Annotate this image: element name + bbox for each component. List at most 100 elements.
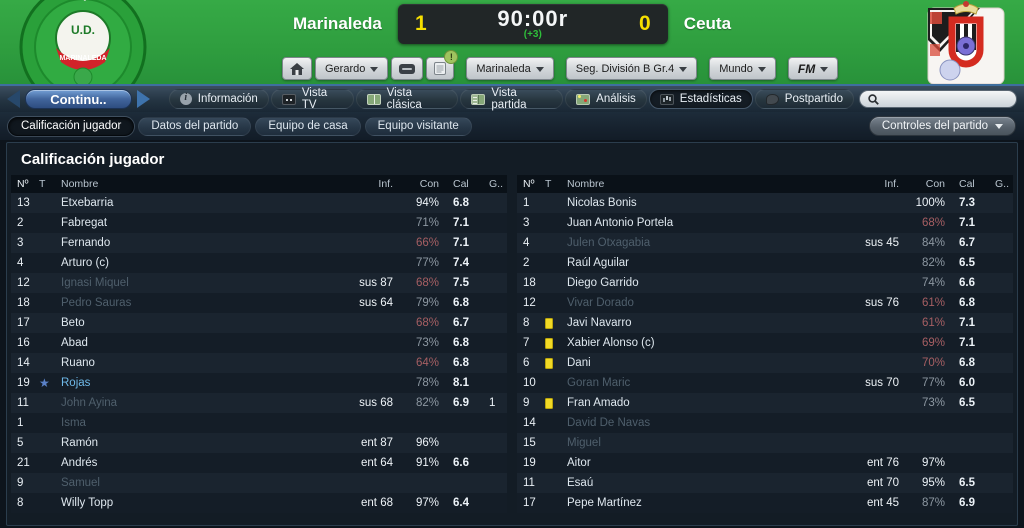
fm-menu-button[interactable]: FM — [787, 57, 839, 80]
table-row[interactable]: 17 Beto 68% 6.7 — [11, 313, 507, 333]
subtab[interactable]: Equipo de casa — [255, 116, 361, 136]
table-row[interactable]: 6 Dani 70% 6.8 — [517, 353, 1013, 373]
col-num[interactable]: Nº — [523, 178, 535, 190]
col-g[interactable]: G.. — [489, 178, 504, 190]
table-row[interactable]: 14 David De Navas — [517, 413, 1013, 433]
col-cal[interactable]: Cal — [453, 178, 469, 190]
subtab[interactable]: Datos del partido — [138, 116, 252, 136]
table-row[interactable]: 15 Miguel — [517, 433, 1013, 453]
col-con[interactable]: Con — [925, 178, 945, 190]
table-row[interactable]: 18 Pedro Sauras sus 64 79% 6.8 — [11, 293, 507, 313]
table-row[interactable]: 11 John Ayina sus 68 82% 6.9 1 — [11, 393, 507, 413]
table-row[interactable]: 19 ★ Rojas 78% 8.1 — [11, 373, 507, 393]
home-team-table: Nº T Nombre Inf. Con Cal G.. 13 Etxebarri… — [11, 175, 507, 513]
player-name: David De Navas — [567, 417, 651, 429]
sub-info: ent 68 — [361, 497, 393, 509]
table-row[interactable]: 8 Willy Topp ent 68 97% 6.4 — [11, 493, 507, 513]
tab-whistle[interactable]: Postpartido — [754, 89, 854, 109]
home-team-name[interactable]: Marinaleda — [292, 14, 382, 33]
table-row[interactable]: 4 Julen Otxagabia sus 45 84% 6.7 — [517, 233, 1013, 253]
condition: 94% — [415, 197, 439, 209]
search-box[interactable] — [859, 90, 1017, 108]
rating: 6.4 — [453, 497, 469, 509]
table-row[interactable]: 5 Ramón ent 87 96% — [11, 433, 507, 453]
inbox-button[interactable] — [391, 57, 424, 80]
away-club-badge[interactable] — [910, 0, 1018, 84]
home-club-badge[interactable]: U.D. MARINALEDA — [18, 0, 148, 84]
manager-button[interactable]: Gerardo — [315, 57, 389, 80]
player-number: 12 — [523, 297, 536, 309]
search-input[interactable] — [884, 93, 1008, 105]
notes-button[interactable]: ! — [426, 50, 459, 80]
tab-analysis[interactable]: Análisis — [565, 89, 647, 109]
back-chevron-icon[interactable] — [7, 90, 20, 108]
col-inf[interactable]: Inf. — [884, 178, 899, 190]
league-dropdown[interactable]: Seg. División B Gr.4 — [565, 57, 698, 80]
club-dropdown[interactable]: Marinaleda — [466, 57, 554, 80]
table-row[interactable]: 11 Esaú ent 70 95% 6.5 — [517, 473, 1013, 493]
tab-split[interactable]: Vista partida — [460, 87, 564, 111]
tab-info[interactable]: Información — [168, 89, 269, 109]
col-t[interactable]: T — [39, 178, 46, 190]
forward-chevron-icon[interactable] — [136, 90, 150, 108]
col-t[interactable]: T — [545, 178, 552, 190]
rating: 6.8 — [959, 297, 975, 309]
table-row[interactable]: 8 Javi Navarro 61% 7.1 — [517, 313, 1013, 333]
table-row[interactable]: 9 Fran Amado 73% 6.5 — [517, 393, 1013, 413]
player-number: 9 — [523, 397, 530, 409]
stats-icon — [659, 93, 674, 105]
table-row[interactable]: 19 Aitor ent 76 97% — [517, 453, 1013, 473]
table-row[interactable]: 21 Andrés ent 64 91% 6.6 — [11, 453, 507, 473]
col-num[interactable]: Nº — [17, 178, 29, 190]
condition: 77% — [921, 377, 945, 389]
table-row[interactable]: 2 Raúl Aguilar 82% 6.5 — [517, 253, 1013, 273]
table-row[interactable]: 9 Samuel — [11, 473, 507, 493]
table-row[interactable]: 17 Pepe Martínez ent 45 87% 6.9 — [517, 493, 1013, 513]
world-dropdown[interactable]: Mundo — [709, 57, 776, 80]
away-team-name[interactable]: Ceuta — [683, 14, 732, 33]
table-row[interactable]: 10 Goran Maric sus 70 77% 6.0 — [517, 373, 1013, 393]
condition: 66% — [415, 237, 439, 249]
table-row[interactable]: 4 Arturo (c) 77% 7.4 — [11, 253, 507, 273]
tab-stats[interactable]: Estadísticas — [648, 89, 753, 109]
table-row[interactable]: 3 Juan Antonio Portela 68% 7.1 — [517, 213, 1013, 233]
subtab[interactable]: Equipo visitante — [364, 116, 472, 136]
player-name: Beto — [61, 317, 85, 329]
col-name[interactable]: Nombre — [61, 178, 99, 190]
scoreboard: 1 90:00r (+3) 0 — [397, 4, 668, 44]
condition: 78% — [415, 377, 439, 389]
subtab[interactable]: Calificación jugador — [8, 116, 135, 136]
table-row[interactable]: 14 Ruano 64% 6.8 — [11, 353, 507, 373]
rating: 6.5 — [959, 477, 975, 489]
condition: 100% — [915, 197, 945, 209]
continue-button[interactable]: Continu.. — [25, 89, 132, 109]
tab-tv[interactable]: Vista TV — [270, 87, 354, 111]
col-g[interactable]: G.. — [995, 178, 1010, 190]
table-row[interactable]: 2 Fabregat 71% 7.1 — [11, 213, 507, 233]
player-number: 18 — [523, 277, 536, 289]
col-inf[interactable]: Inf. — [378, 178, 393, 190]
table-row[interactable]: 1 Nicolas Bonis 100% 7.3 — [517, 193, 1013, 213]
sub-navbar: Calificación jugador Datos del partido Equ… — [0, 112, 1024, 140]
tab-pitch[interactable]: Vista clásica — [355, 87, 459, 111]
table-row[interactable]: 13 Etxebarria 94% 6.8 — [11, 193, 507, 213]
col-con[interactable]: Con — [419, 178, 439, 190]
table-row[interactable]: 3 Fernando 66% 7.1 — [11, 233, 507, 253]
table-row[interactable]: 16 Abad 73% 6.8 — [11, 333, 507, 353]
table-row[interactable]: 18 Diego Garrido 74% 6.6 — [517, 273, 1013, 293]
table-row[interactable]: 1 Isma — [11, 413, 507, 433]
rating: 6.9 — [959, 497, 975, 509]
col-cal[interactable]: Cal — [959, 178, 975, 190]
yellow-card-icon — [545, 397, 553, 409]
table-row[interactable]: 12 Ignasi Miquel sus 87 68% 7.5 — [11, 273, 507, 293]
table-row[interactable]: 7 Xabier Alonso (c) 69% 7.1 — [517, 333, 1013, 353]
player-number: 21 — [17, 457, 30, 469]
table-row[interactable]: 12 Vivar Dorado sus 76 61% 6.8 — [517, 293, 1013, 313]
col-name[interactable]: Nombre — [567, 178, 605, 190]
home-button[interactable] — [282, 57, 312, 80]
player-name: Goran Maric — [567, 377, 631, 389]
match-controls-button[interactable]: Controles del partido — [868, 116, 1016, 136]
player-number: 2 — [523, 257, 530, 269]
condition: 68% — [415, 317, 439, 329]
home-icon — [290, 62, 304, 75]
